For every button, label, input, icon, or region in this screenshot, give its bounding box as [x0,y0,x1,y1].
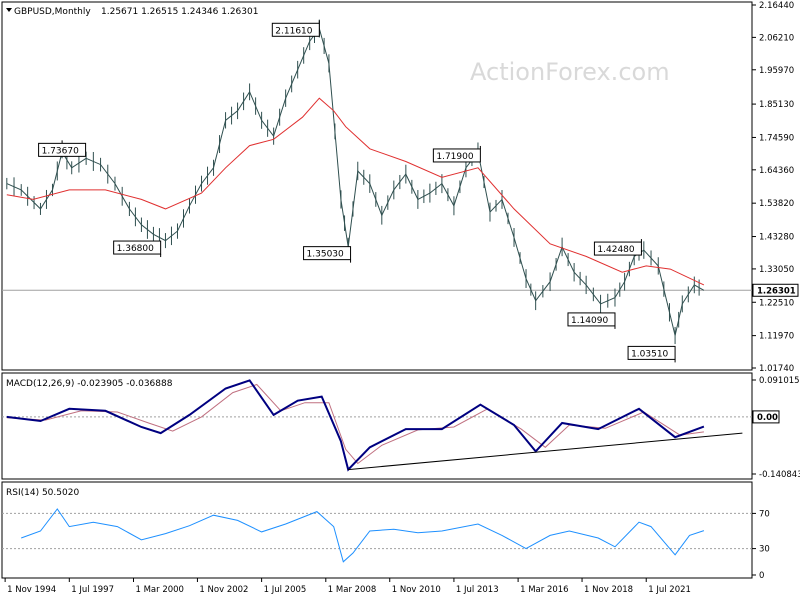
annotation-box [627,345,676,360]
current-price-label: 1.26301 [757,286,796,296]
x-tick-label: 1 Nov 2010 [392,585,441,595]
x-tick-label: 1 Jul 2005 [264,585,307,595]
macd-zero-box [752,410,780,424]
price-y-tick-label: 1.74590 [759,133,794,143]
annotation-box [593,241,642,256]
rsi-title: RSI(14) 50.5020 [6,488,79,498]
watermark: ActionForex.com [470,58,670,86]
x-tick-label: 1 Mar 2000 [135,585,183,595]
macd-panel-frame [1,372,753,480]
x-tick-label: 1 Nov 2002 [199,585,248,595]
rsi-y-tick-label: 30 [759,545,770,555]
x-tick-label: 1 Jul 2013 [456,585,499,595]
annotation-label: 2.11610 [275,26,312,36]
price-y-tick-label: 1.22510 [759,298,794,308]
ohlc-values: 1.25671 1.26515 1.24346 1.26301 [101,7,258,17]
macd-line [6,379,705,472]
macd-signal-line [6,383,704,465]
rsi-y-tick-label: 70 [759,509,770,519]
rsi-panel-frame [1,481,753,579]
x-tick-label: 1 Mar 2008 [328,585,376,595]
x-tick-label: 1 Nov 2018 [584,585,633,595]
price-y-tick-label: 1.33050 [759,265,794,275]
price-y-tick-label: 1.43280 [759,233,794,243]
price-panel: 2.16440 2.06210 1.95970 1.85130 1.74590 1.643… [2,1,799,374]
dropdown-triangle-icon [6,8,12,12]
price-header: GBPUSD,Monthly 1.25671 1.26515 1.24346 1… [6,7,258,17]
price-y-tick-label: 1.95970 [759,66,794,76]
price-y-tick-label: 2.16440 [759,1,794,11]
symbol-title: GBPUSD,Monthly [14,7,91,17]
price-panel-frame [1,1,753,371]
moving-average-line [6,97,705,286]
annotation-box [113,240,162,255]
annotation-box [567,312,616,327]
x-tick-label: 1 Jul 2021 [648,585,691,595]
annotation-box [271,22,320,37]
x-axis: 1 Nov 1994 1 Jul 1997 1 Mar 2000 1 Nov 2002… [4,578,691,595]
price-y-tick-label: 1.85130 [759,100,794,110]
annotation-label: 1.71900 [436,152,473,162]
rsi-line [21,508,705,563]
macd-y-tick-label: 0.091015 [759,376,800,386]
price-y-tick-label: 1.53820 [759,199,794,209]
price-y-tick-label: 1.11970 [759,332,794,342]
annotation-label: 1.36800 [117,244,154,254]
annotation-label: 1.14090 [571,316,608,326]
price-y-tick-label: 1.64360 [759,166,794,176]
rsi-y-tick-label: 0 [759,571,764,581]
x-tick-label: 1 Nov 1994 [7,585,56,595]
price-y-tick-label: 2.06210 [759,33,794,43]
annotation-label: 1.73670 [42,146,79,156]
annotation-label: 1.35030 [307,250,344,260]
annotation-box [432,148,481,163]
macd-y-tick-label: -0.140843 [759,470,800,480]
macd-title: MACD(12,26,9) -0.023905 -0.036888 [6,379,173,389]
annotation-box [38,142,87,157]
annotation-label: 1.03510 [631,349,668,359]
price-y-tick-label: 1.01740 [759,364,794,374]
rsi-panel: 70 30 0 [2,508,770,581]
current-price-box [752,283,799,297]
annotation-box [303,246,352,261]
x-tick-label: 1 Jul 1997 [71,585,114,595]
macd-zero-label: 0.00 [757,413,778,423]
x-tick-label: 1 Mar 2016 [520,585,568,595]
price-line [6,27,705,336]
annotation-label: 1.42480 [597,245,634,255]
macd-trendline [348,432,743,471]
